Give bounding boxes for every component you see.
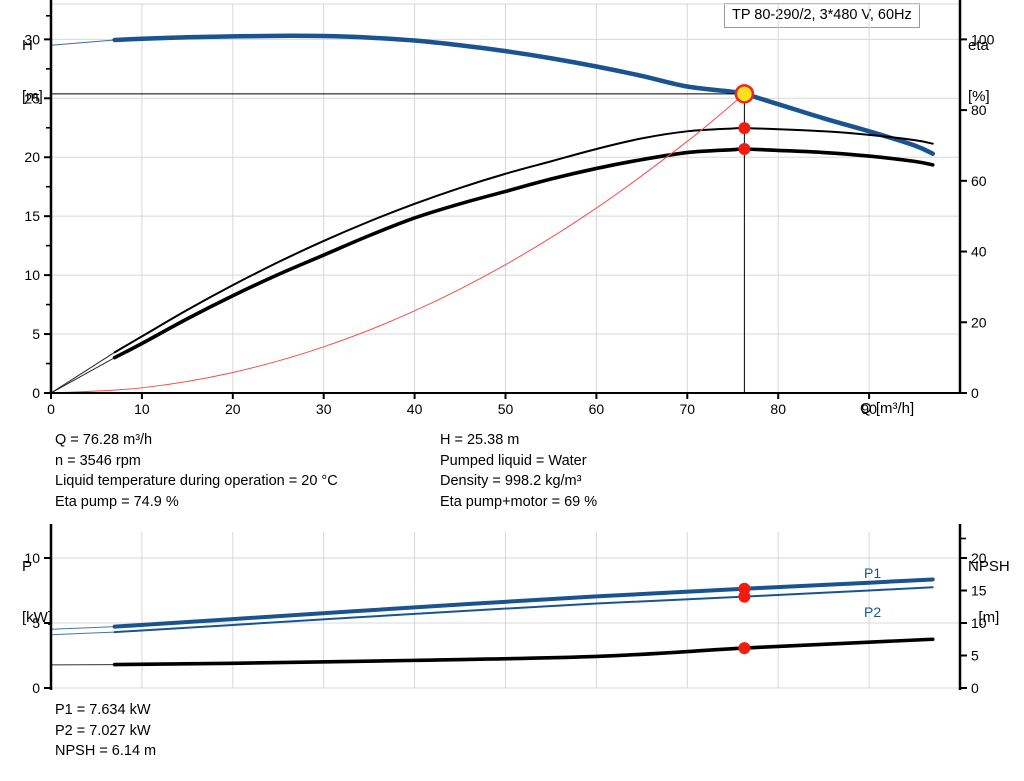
p2-curve-label: P2 bbox=[864, 604, 882, 620]
power-info-line-3: NPSH = 6.14 m bbox=[55, 743, 157, 759]
duty-point-marker[interactable] bbox=[734, 84, 755, 104]
p1-curve-label: P1 bbox=[864, 565, 882, 581]
duty-info-line-1: H = 25.38 m bbox=[440, 432, 520, 448]
head-efficiency-chart: 0 5 10 15 20 25 30 0 20 40 60 80 100 0 10 20 30 40 50 60 70 8… bbox=[24, 0, 995, 417]
tick-label-x: 20 bbox=[225, 401, 241, 417]
upper-axes: 0 5 10 15 20 25 30 0 20 40 60 80 100 0 10 20 30 40 50 60 70 8… bbox=[24, 0, 995, 417]
lower-left-axis-unit: [kW] bbox=[22, 609, 52, 626]
lower-duty-marker bbox=[738, 590, 751, 603]
duty-point-guides bbox=[51, 84, 755, 393]
upper-right-axis-title: eta [%] bbox=[968, 3, 990, 139]
upper-x-axis-title: Q [m³/h] bbox=[860, 400, 915, 417]
tick-label-x: 70 bbox=[680, 401, 696, 417]
tick-label-right: 5 bbox=[971, 648, 979, 664]
tick-label-x: 10 bbox=[134, 401, 150, 417]
tick-label-x: 50 bbox=[498, 401, 514, 417]
lower-left-axis-name: P bbox=[22, 558, 33, 575]
duty-point-column-1: Q = 76.28 m³/h n = 3546 rpm Liquid tempera… bbox=[55, 430, 338, 512]
tick-label-left: 5 bbox=[32, 615, 40, 631]
p1-power-curve-leadin bbox=[50, 626, 115, 630]
tick-label-x: 40 bbox=[407, 401, 423, 417]
tick-label-right: 40 bbox=[971, 244, 987, 260]
tick-label-right: 0 bbox=[971, 385, 979, 401]
lower-left-axis-title: P [kW] bbox=[22, 524, 52, 660]
tick-label-x: 30 bbox=[316, 401, 332, 417]
lower-duty-marker bbox=[738, 642, 751, 655]
tick-label-left: 20 bbox=[24, 149, 40, 165]
upper-left-axis-name: H bbox=[22, 37, 33, 54]
tick-label-right: 20 bbox=[971, 550, 987, 566]
tick-label-left: 0 bbox=[32, 385, 40, 401]
duty-info-line-2: Pumped liquid = Water bbox=[440, 452, 587, 469]
tick-label-right: 10 bbox=[971, 615, 987, 631]
duty-info-line-1: Q = 76.28 m³/h bbox=[55, 432, 153, 448]
tick-label-left: 25 bbox=[24, 90, 40, 106]
lower-duty-markers bbox=[738, 582, 751, 655]
tick-label-right: 0 bbox=[971, 680, 979, 696]
head-curve bbox=[112, 33, 935, 156]
lower-right-axis-title: NPSH [m] bbox=[968, 524, 1010, 660]
power-info-line-2: P2 = 7.027 kW bbox=[55, 722, 151, 739]
pump-model-title: TP 80-290/2, 3*480 V, 60Hz bbox=[724, 3, 920, 28]
tick-label-right: 15 bbox=[971, 583, 987, 599]
upper-right-axis-unit: [%] bbox=[968, 88, 990, 105]
tick-label-left: 10 bbox=[24, 550, 40, 566]
duty-point-column-2: H = 25.38 m Pumped liquid = Water Density … bbox=[440, 430, 597, 512]
tick-label-x: 80 bbox=[770, 401, 786, 417]
tick-label-left: 5 bbox=[32, 326, 40, 342]
duty-info-line-4: Eta pump+motor = 69 % bbox=[440, 493, 598, 510]
system-curve bbox=[50, 93, 745, 394]
eta-pump-motor-curve bbox=[112, 147, 935, 360]
p2-power-curve-leadin bbox=[50, 631, 115, 636]
upper-left-axis-unit: [m] bbox=[22, 88, 43, 105]
tick-label-left: 0 bbox=[32, 680, 40, 696]
duty-info-line-2: n = 3546 rpm bbox=[55, 452, 141, 469]
tick-label-left: 30 bbox=[24, 31, 40, 47]
tick-label-x: 0 bbox=[47, 401, 55, 417]
eta-pump-curve bbox=[113, 127, 934, 354]
lower-right-axis-unit: [m] bbox=[978, 609, 1000, 626]
efficiency-duty-marker bbox=[738, 142, 751, 155]
p1-power-curve bbox=[112, 577, 935, 629]
tick-label-right: 60 bbox=[971, 173, 987, 189]
tick-label-x: 60 bbox=[589, 401, 605, 417]
power-values-block: P1 = 7.634 kW P2 = 7.027 kW NPSH = 6.14 m bbox=[55, 700, 156, 762]
power-info-line-1: P1 = 7.634 kW bbox=[55, 702, 151, 718]
lower-axes: 0 5 10 0 5 10 15 20 bbox=[24, 524, 987, 696]
duty-info-line-3: Density = 998.2 kg/m³ bbox=[440, 473, 582, 489]
upper-left-axis-title: H [m] bbox=[22, 3, 43, 139]
head-curve-leadin bbox=[50, 39, 115, 46]
npsh-curve bbox=[112, 637, 935, 667]
duty-info-line-4: Eta pump = 74.9 % bbox=[55, 493, 179, 510]
upper-right-axis-name: eta bbox=[968, 37, 989, 54]
eta-pump-motor-curve-leadin bbox=[50, 357, 115, 394]
tick-label-right: 100 bbox=[971, 31, 995, 47]
tick-label-x: 90 bbox=[861, 401, 877, 417]
tick-label-right: 80 bbox=[971, 102, 987, 118]
tick-label-left: 10 bbox=[24, 267, 40, 283]
tick-label-right: 20 bbox=[971, 314, 987, 330]
p2-power-curve bbox=[113, 586, 934, 634]
duty-info-line-3: Liquid temperature during operation = 20… bbox=[55, 473, 338, 489]
efficiency-duty-marker bbox=[738, 122, 751, 135]
lower-curves bbox=[50, 577, 935, 667]
upper-curves bbox=[50, 33, 935, 394]
tick-label-left: 15 bbox=[24, 208, 40, 224]
upper-gridlines bbox=[51, 3, 960, 393]
lower-right-axis-name: NPSH bbox=[968, 558, 1010, 575]
